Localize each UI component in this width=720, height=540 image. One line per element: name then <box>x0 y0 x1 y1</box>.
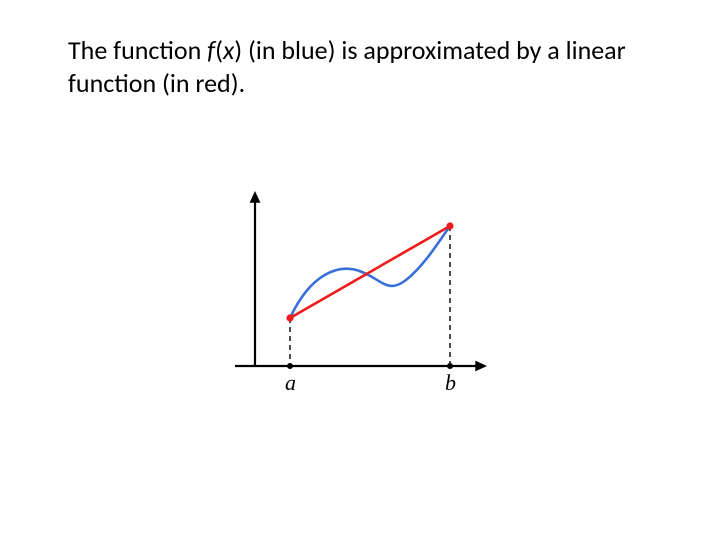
caption-pre: The function <box>68 34 207 66</box>
paren-close: ) <box>234 34 248 66</box>
axis-label-a: a <box>285 370 296 395</box>
fn-f: f <box>207 34 215 66</box>
caption-text: The function f(x) (in blue) is approxima… <box>68 34 658 99</box>
approximation-chart: ab <box>210 190 500 415</box>
chart-svg: ab <box>210 190 500 410</box>
fn-x: x <box>223 34 234 66</box>
axis-label-b: b <box>445 370 456 395</box>
paren-open: ( <box>215 34 223 66</box>
